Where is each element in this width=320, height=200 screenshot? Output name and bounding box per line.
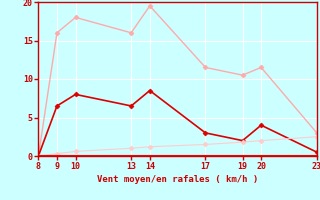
X-axis label: Vent moyen/en rafales ( km/h ): Vent moyen/en rafales ( km/h )	[97, 175, 258, 184]
